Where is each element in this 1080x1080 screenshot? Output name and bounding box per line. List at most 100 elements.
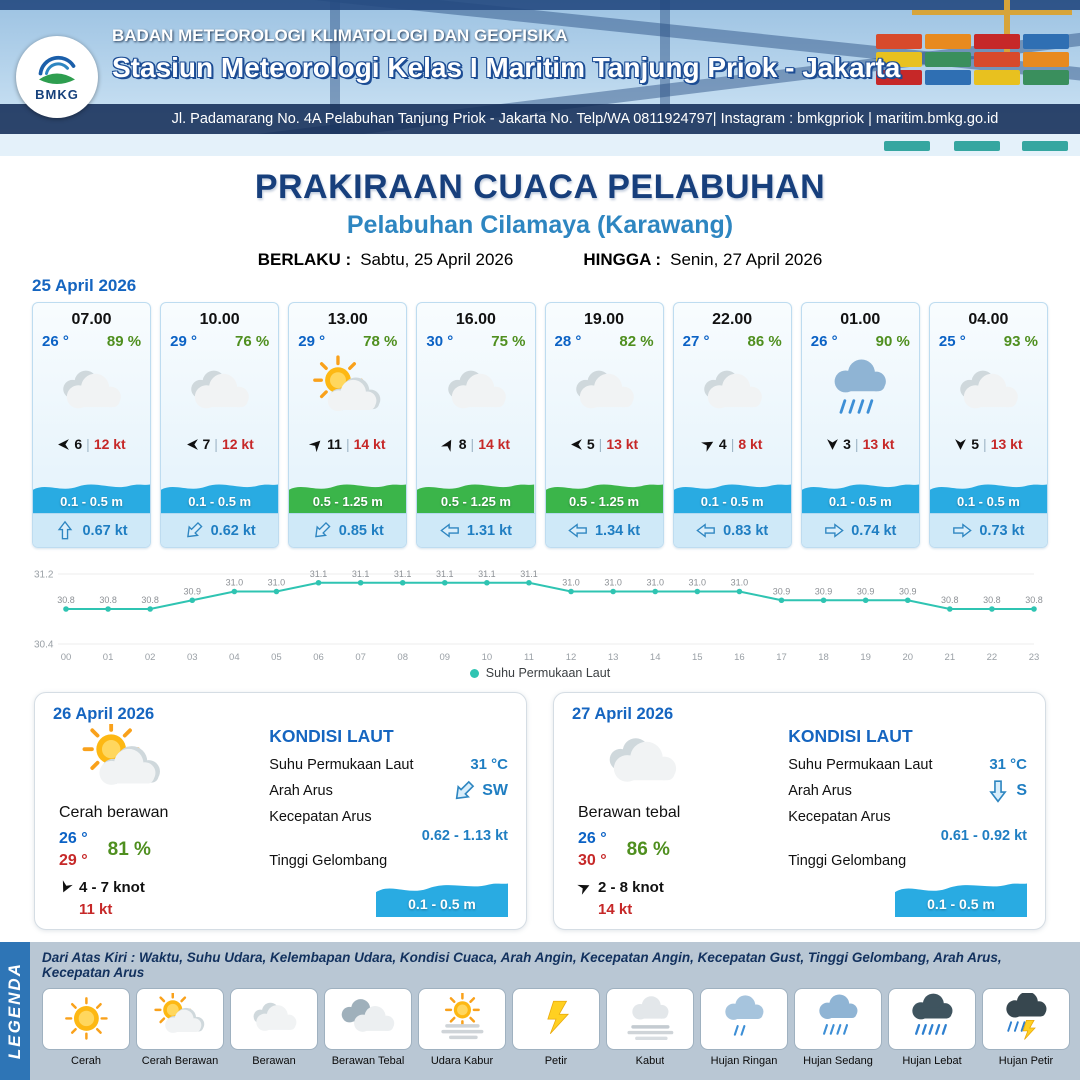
svg-text:30.9: 30.9 bbox=[815, 586, 833, 596]
legend-item: Kabut bbox=[606, 988, 694, 1067]
gust-speed: 8 kt bbox=[738, 436, 763, 452]
forecast-time: 19.00 bbox=[584, 311, 625, 328]
separator: | bbox=[470, 436, 475, 452]
shipping-containers-decoration bbox=[876, 34, 1072, 85]
wave-height-band: 0.5 - 1.25 m bbox=[545, 475, 663, 513]
svg-text:31.2: 31.2 bbox=[34, 570, 54, 581]
legend-weather-icon bbox=[606, 988, 694, 1050]
current-speed: 0.73 kt bbox=[979, 522, 1025, 539]
min-temperature: 26 ° bbox=[59, 830, 88, 847]
legend-item-label: Cerah bbox=[71, 1055, 101, 1067]
svg-text:07: 07 bbox=[355, 652, 366, 663]
current-speed: 0.83 kt bbox=[723, 522, 769, 539]
svg-text:15: 15 bbox=[692, 652, 703, 663]
svg-text:14: 14 bbox=[650, 652, 661, 663]
current-speed-label: Kecepatan Arus bbox=[788, 809, 891, 825]
weather-condition: Cerah berawan bbox=[59, 804, 169, 821]
svg-text:01: 01 bbox=[103, 652, 114, 663]
bench-decoration bbox=[884, 141, 930, 151]
wave-shape-icon bbox=[545, 484, 663, 513]
max-temperature: 29 ° bbox=[59, 851, 88, 869]
svg-text:31.0: 31.0 bbox=[689, 578, 707, 588]
svg-text:21: 21 bbox=[945, 652, 956, 663]
sst-label: Suhu Permukaan Laut bbox=[788, 756, 933, 773]
svg-text:17: 17 bbox=[776, 652, 787, 663]
svg-text:09: 09 bbox=[439, 652, 450, 663]
gust-speed: 12 kt bbox=[93, 436, 126, 452]
temp-humidity-row: 28 ° 82 % bbox=[546, 331, 663, 350]
current-direction-icon bbox=[989, 780, 1008, 803]
legend-weather-icon bbox=[230, 988, 318, 1050]
header-banner: BMKG BADAN METEOROLOGI KLIMATOLOGI DAN G… bbox=[0, 0, 1080, 156]
forecast-card: 22.00 27 ° 86 % 4 | 8 kt bbox=[672, 302, 792, 548]
weather-icon bbox=[289, 350, 406, 436]
wave-height-band: 0.1 - 0.5 m bbox=[929, 475, 1047, 513]
sea-conditions: KONDISI LAUT Suhu Permukaan Laut 31 °C A… bbox=[788, 724, 1027, 918]
wave-height-value: 0.1 - 0.5 m bbox=[188, 494, 252, 509]
humidity: 75 % bbox=[491, 333, 526, 350]
chart-legend: Suhu Permukaan Laut bbox=[28, 666, 1052, 680]
air-temperature: 26 ° bbox=[42, 333, 69, 350]
sst-value: 31 °C bbox=[989, 756, 1027, 773]
svg-text:12: 12 bbox=[566, 652, 577, 663]
legend-series-name: Suhu Permukaan Laut bbox=[485, 666, 611, 680]
legend-item: Cerah Berawan bbox=[136, 988, 224, 1067]
harbor-frame-decoration bbox=[0, 0, 1080, 10]
svg-text:31.0: 31.0 bbox=[226, 578, 244, 588]
svg-text:23: 23 bbox=[1029, 652, 1040, 663]
wind-speed: 7 bbox=[202, 436, 211, 452]
wind-row: 8 | 14 kt bbox=[417, 436, 534, 457]
air-temperature: 25 ° bbox=[938, 333, 966, 350]
svg-text:30.9: 30.9 bbox=[857, 586, 875, 596]
legend-item: Udara Kabur bbox=[418, 988, 506, 1067]
legend-weather-icon bbox=[324, 988, 412, 1050]
weather-summary: Cerah berawan 26 ° 29 ° 81 % 4 - 7 knot bbox=[53, 720, 253, 918]
current-speed: 0.67 kt bbox=[82, 522, 128, 539]
current-direction-icon bbox=[568, 523, 587, 538]
day-summary-panel: 26 April 2026 Cerah berawan 26 ° 29 ° 81… bbox=[34, 692, 527, 930]
current-speed-value: 0.61 - 0.92 kt bbox=[940, 828, 1027, 844]
bench-decoration bbox=[954, 141, 1000, 151]
current-direction-icon bbox=[825, 523, 844, 538]
forecast-time: 13.00 bbox=[327, 311, 368, 328]
separator: | bbox=[983, 436, 987, 452]
bmkg-logo-icon bbox=[38, 55, 76, 84]
wave-shape-icon bbox=[417, 484, 535, 513]
humidity: 81 % bbox=[107, 838, 151, 860]
current-row: 0.62 kt bbox=[161, 513, 279, 547]
legend-item-label: Petir bbox=[544, 1055, 568, 1067]
port-name: Pelabuhan Cilamaya (Karawang) bbox=[346, 211, 734, 239]
min-temperature: 26 ° bbox=[578, 830, 607, 847]
legend-item: Hujan Lebat bbox=[888, 988, 976, 1067]
current-direction-icon bbox=[440, 523, 459, 538]
svg-text:30.8: 30.8 bbox=[983, 595, 1001, 605]
valid-until-label: HINGGA : bbox=[583, 250, 662, 269]
wave-height-label: Tinggi Gelombang bbox=[269, 853, 388, 869]
wave-height-value: 0.5 - 1.25 m bbox=[440, 494, 511, 509]
weather-icon bbox=[33, 350, 150, 436]
current-row: 0.83 kt bbox=[673, 513, 791, 547]
svg-text:16: 16 bbox=[734, 652, 745, 663]
wind-row: 7 | 12 kt bbox=[161, 436, 278, 457]
legend-weather-icon bbox=[42, 988, 130, 1050]
wave-height-value: 0.1 - 0.5 m bbox=[408, 896, 476, 912]
forecast-card: 10.00 29 ° 76 % 7 | 12 kt bbox=[160, 302, 280, 548]
gust-speed: 12 kt bbox=[221, 436, 254, 452]
svg-text:31.0: 31.0 bbox=[646, 578, 664, 588]
legend-item: Berawan Tebal bbox=[324, 988, 412, 1067]
wind-row: 6 | 12 kt bbox=[33, 436, 150, 457]
legend-item: Hujan Sedang bbox=[794, 988, 882, 1067]
svg-text:31.1: 31.1 bbox=[436, 569, 454, 579]
wind-direction-icon bbox=[440, 439, 451, 452]
valid-until-value: Senin, 27 April 2026 bbox=[670, 250, 823, 269]
temp-humidity-row: 29 ° 78 % bbox=[289, 331, 406, 350]
weather-condition: Berawan tebal bbox=[578, 804, 681, 821]
panel-date: 26 April 2026 bbox=[53, 705, 155, 723]
gust-speed: 14 kt bbox=[478, 436, 511, 452]
current-row: 0.85 kt bbox=[289, 513, 407, 547]
wave-height-band: 0.1 - 0.5 m bbox=[801, 475, 919, 513]
forecast-card: 16.00 30 ° 75 % 8 | 14 kt bbox=[416, 302, 536, 548]
legend-items-row: Cerah Cerah Berawan Berawan Bera bbox=[42, 988, 1070, 1072]
gust-speed: 13 kt bbox=[606, 436, 639, 452]
weather-icon bbox=[802, 350, 919, 436]
